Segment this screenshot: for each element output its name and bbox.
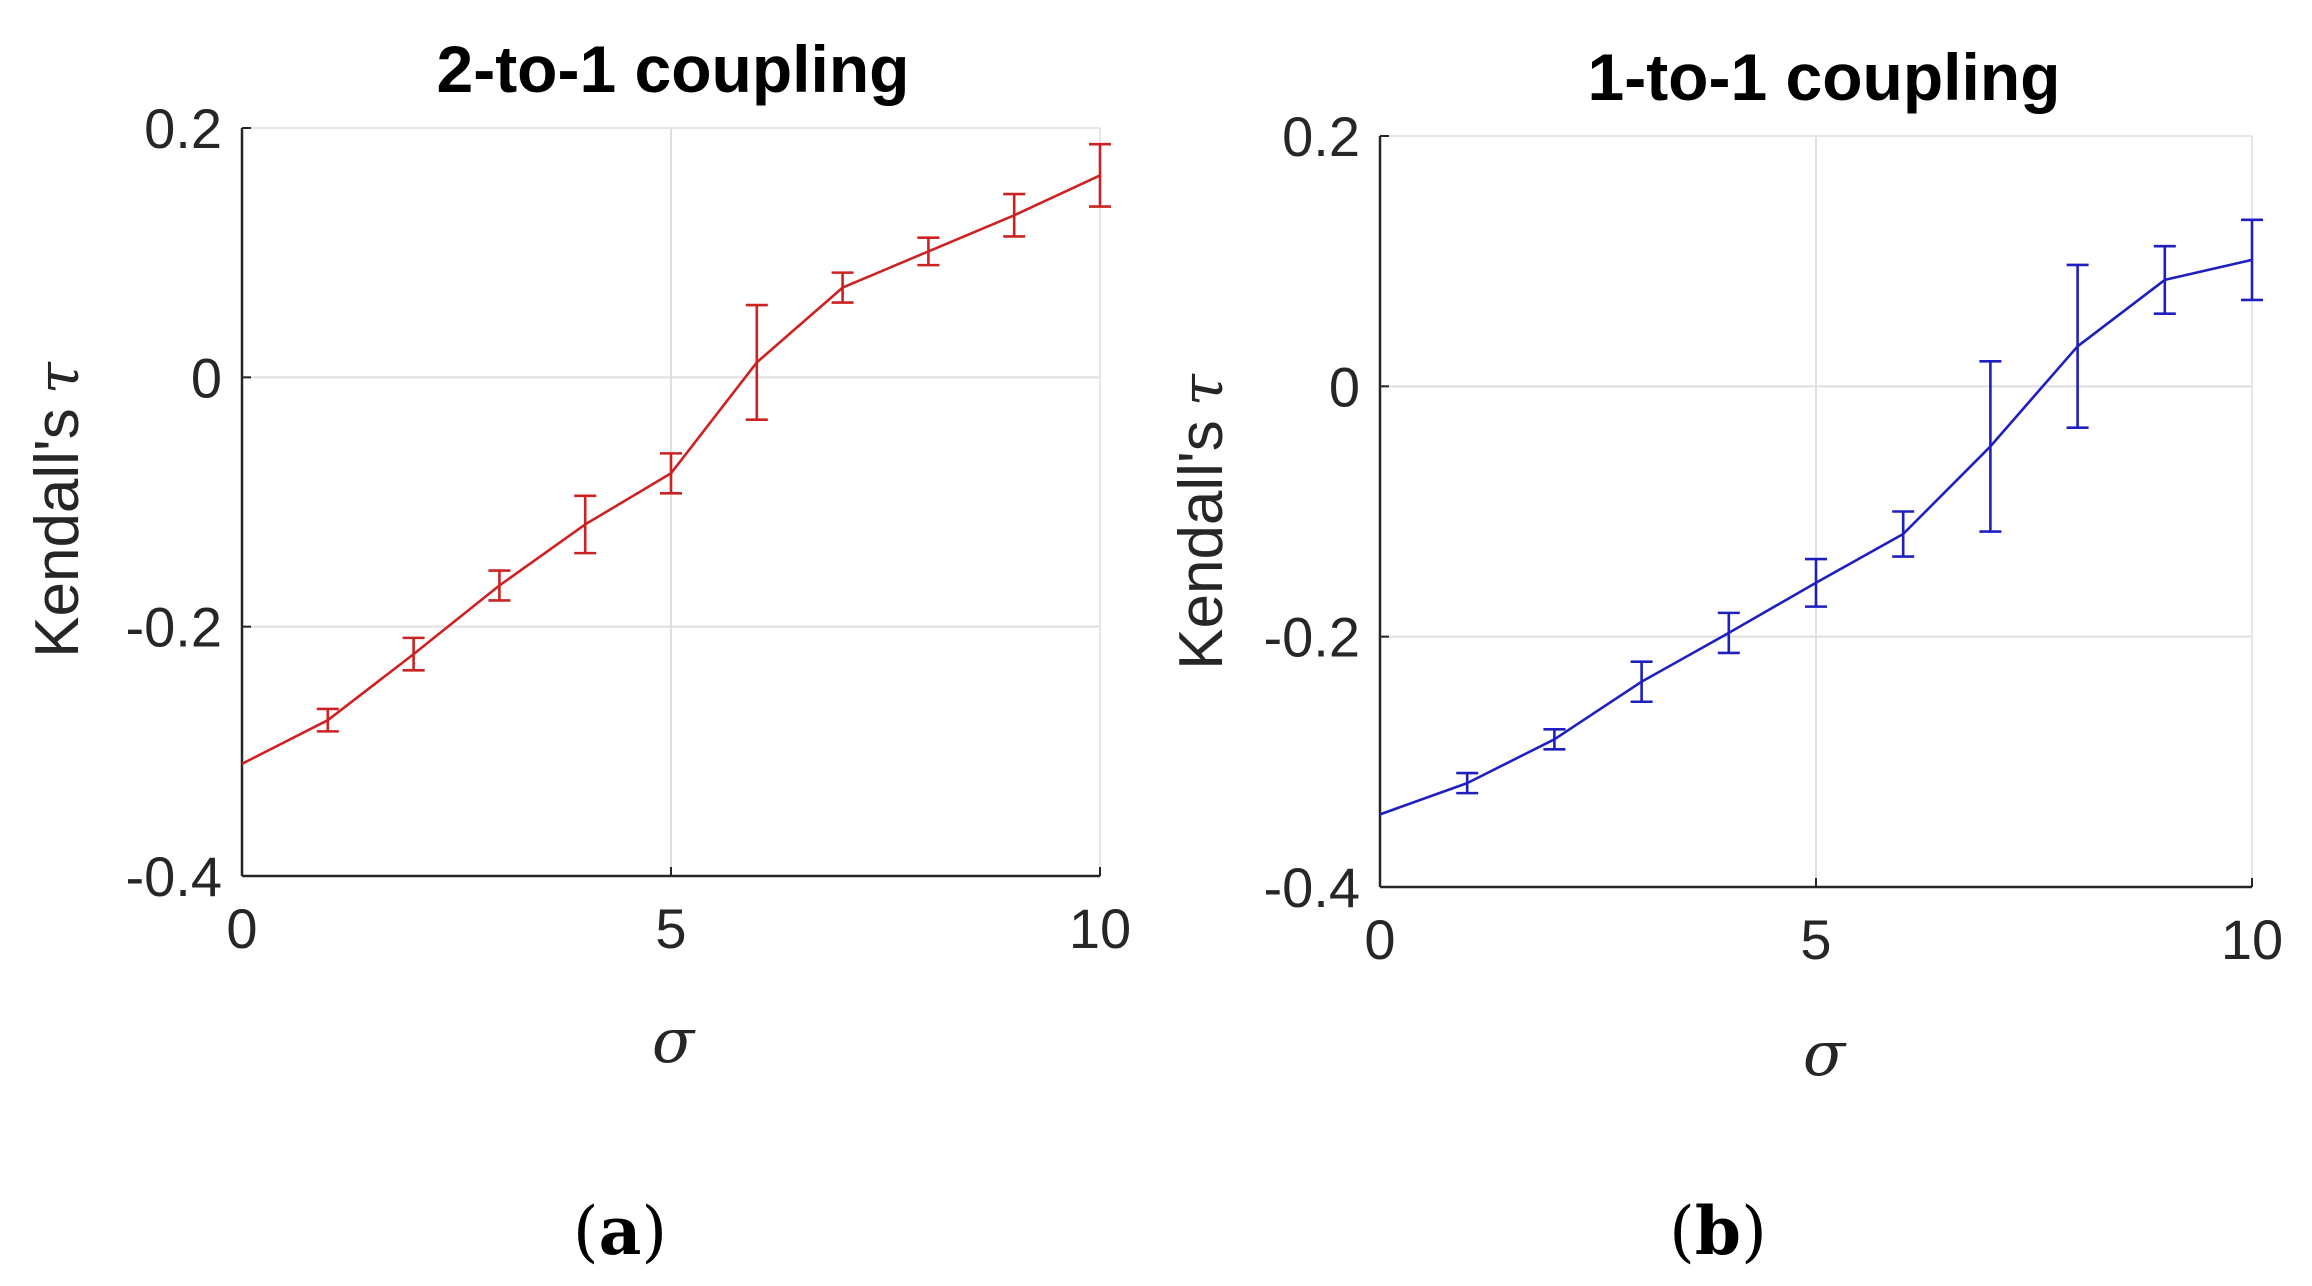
error-bar-b-1 [1456, 771, 1479, 795]
chart-title-a: 2-to-1 coupling [437, 32, 910, 106]
y-axis-label-text-b: Kendall's [1167, 420, 1236, 670]
y-axis-label-a: Kendall's τ [23, 361, 92, 658]
panel-label-b-letter: b [1695, 1192, 1741, 1270]
error-bar-b-8 [2066, 263, 2089, 429]
panel-label-b: (b) [1669, 1192, 1767, 1270]
error-bar-b-3 [1630, 660, 1653, 704]
error-bar-a-3 [488, 569, 511, 602]
plot-area-a: 0 5 10 -0.4 -0.2 0 0.2 [126, 97, 1132, 960]
error-bar-a-10 [1089, 142, 1111, 208]
error-bar-a-9 [1003, 192, 1026, 238]
y-tick-label-b-3: 0.2 [1282, 105, 1360, 168]
x-tick-label-b-2: 10 [2221, 908, 2283, 971]
y-tick-label-a-2: 0 [191, 346, 222, 409]
y-tick-label-b-0: -0.4 [1264, 856, 1361, 919]
error-bar-a-6 [745, 303, 768, 422]
svg-text:Kendall'sτ: Kendall's τ [23, 361, 92, 658]
x-axis-label-a: σ [652, 1004, 696, 1077]
error-bar-b-2 [1543, 727, 1566, 751]
chart-title-b: 1-to-1 coupling [1588, 40, 2061, 114]
error-bar-b-9 [2153, 244, 2176, 316]
panel-label-a: (a) [573, 1192, 667, 1270]
error-bar-b-4 [1717, 611, 1740, 655]
y-axis-label-symbol-b: τ [1168, 373, 1236, 406]
error-bar-b-7 [1979, 359, 2002, 533]
x-tick-label-a-2: 10 [1069, 897, 1131, 960]
svg-text:Kendall'sτ: Kendall's τ [1167, 373, 1236, 670]
error-bar-b-6 [1892, 510, 1915, 558]
error-bar-a-4 [574, 494, 597, 555]
error-bar-a-1 [316, 707, 339, 733]
y-tick-label-a-1: -0.2 [126, 596, 223, 659]
y-tick-label-a-3: 0.2 [144, 97, 222, 160]
x-tick-label-a-1: 5 [655, 897, 686, 960]
x-tick-label-a-0: 0 [226, 897, 257, 960]
error-bar-a-5 [660, 452, 682, 495]
x-tick-label-b-0: 0 [1364, 908, 1395, 971]
chart-panel-a: 2-to-1 coupling 0 5 10 -0.4 -0.2 0 0.2 Kendall… [23, 32, 1131, 1270]
chart-panel-b: 1-to-1 coupling 0 5 10 -0.4 -0.2 0 0.2 Kendall… [1167, 40, 2283, 1270]
y-tick-label-b-2: 0 [1329, 355, 1360, 418]
error-bar-a-7 [831, 271, 854, 304]
y-tick-label-a-0: -0.4 [126, 845, 223, 908]
y-axis-label-b: Kendall's τ [1167, 373, 1236, 670]
error-bar-a-2 [402, 636, 425, 672]
error-bar-a-8 [917, 236, 940, 267]
error-bar-b-10 [2241, 218, 2263, 302]
x-axis-label-b: σ [1803, 1017, 1847, 1090]
error-bar-b-5 [1805, 557, 1827, 608]
plot-area-b: 0 5 10 -0.4 -0.2 0 0.2 [1264, 105, 2284, 971]
panel-label-a-letter: a [599, 1192, 642, 1270]
x-tick-label-b-1: 5 [1800, 908, 1831, 971]
y-axis-label-symbol-a: τ [24, 361, 92, 394]
y-tick-label-b-1: -0.2 [1264, 606, 1361, 669]
y-axis-label-text-a: Kendall's [23, 408, 92, 658]
